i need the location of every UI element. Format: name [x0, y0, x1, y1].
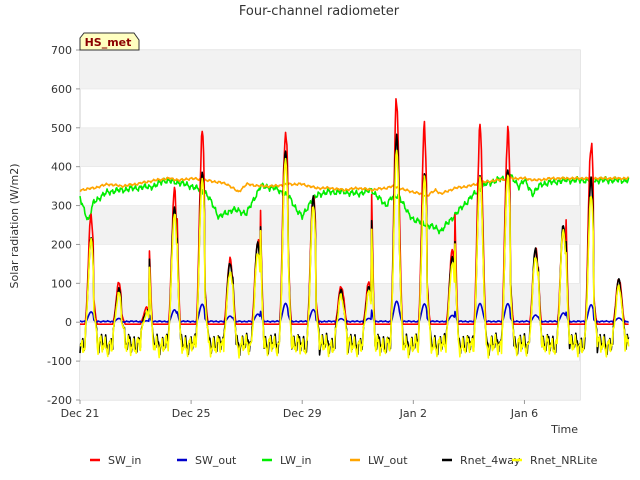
y-tick-label: 600: [51, 83, 72, 96]
badge-label: HS_met: [85, 36, 132, 49]
legend-label: Rnet_4way: [460, 454, 521, 467]
y-tick-label: 500: [51, 122, 72, 135]
x-axis: Dec 21 Dec 25 Dec 29 Jan 2 Jan 6: [61, 400, 538, 420]
badge-box: [79, 32, 140, 51]
series-line-lw-out: [79, 176, 630, 197]
y-tick-label: 700: [51, 44, 72, 57]
y-tick-label: 400: [51, 161, 72, 174]
legend: SW_in SW_out LW_in LW_out Rnet_4way Rnet_NRLi…: [90, 454, 598, 467]
chart-title: Four-channel radiometer: [239, 4, 400, 19]
y-axis-title: Solar radiation (W/m2): [8, 163, 21, 288]
grid-band: [80, 361, 580, 400]
x-tick-label: Jan 6: [510, 407, 538, 420]
grid-band: [80, 50, 580, 89]
grid-band: [80, 283, 580, 323]
series-layer: [79, 97, 630, 359]
x-axis-title: Time: [550, 423, 578, 436]
y-tick-label: 300: [51, 200, 72, 213]
x-tick-label: Jan 2: [399, 407, 427, 420]
x-tick-label: Dec 21: [61, 407, 100, 420]
series-line-sw-out: [79, 300, 629, 324]
y-tick-label: 100: [51, 277, 72, 290]
plot-background: [79, 49, 581, 401]
series-line-lw-in: [79, 173, 630, 235]
y-axis: -200 -100 0 100 200 300 400 500 600 700: [47, 44, 580, 407]
grid-band: [80, 205, 580, 245]
legend-label: LW_in: [280, 454, 312, 467]
station-badge: HS_met: [79, 32, 140, 51]
grid-band: [80, 127, 580, 167]
legend-label: LW_out: [368, 454, 408, 467]
y-tick-label: 0: [65, 316, 72, 329]
x-tick-label: Dec 29: [283, 407, 322, 420]
series-line-rnet-nrlite: [79, 149, 630, 359]
y-tick-label: -200: [47, 394, 72, 407]
x-tick-label: Dec 25: [172, 407, 211, 420]
y-tick-label: 200: [51, 238, 72, 251]
legend-label: SW_in: [108, 454, 141, 467]
y-tick-label: -100: [47, 355, 72, 368]
legend-label: Rnet_NRLite: [530, 454, 598, 467]
legend-label: SW_out: [195, 454, 237, 467]
